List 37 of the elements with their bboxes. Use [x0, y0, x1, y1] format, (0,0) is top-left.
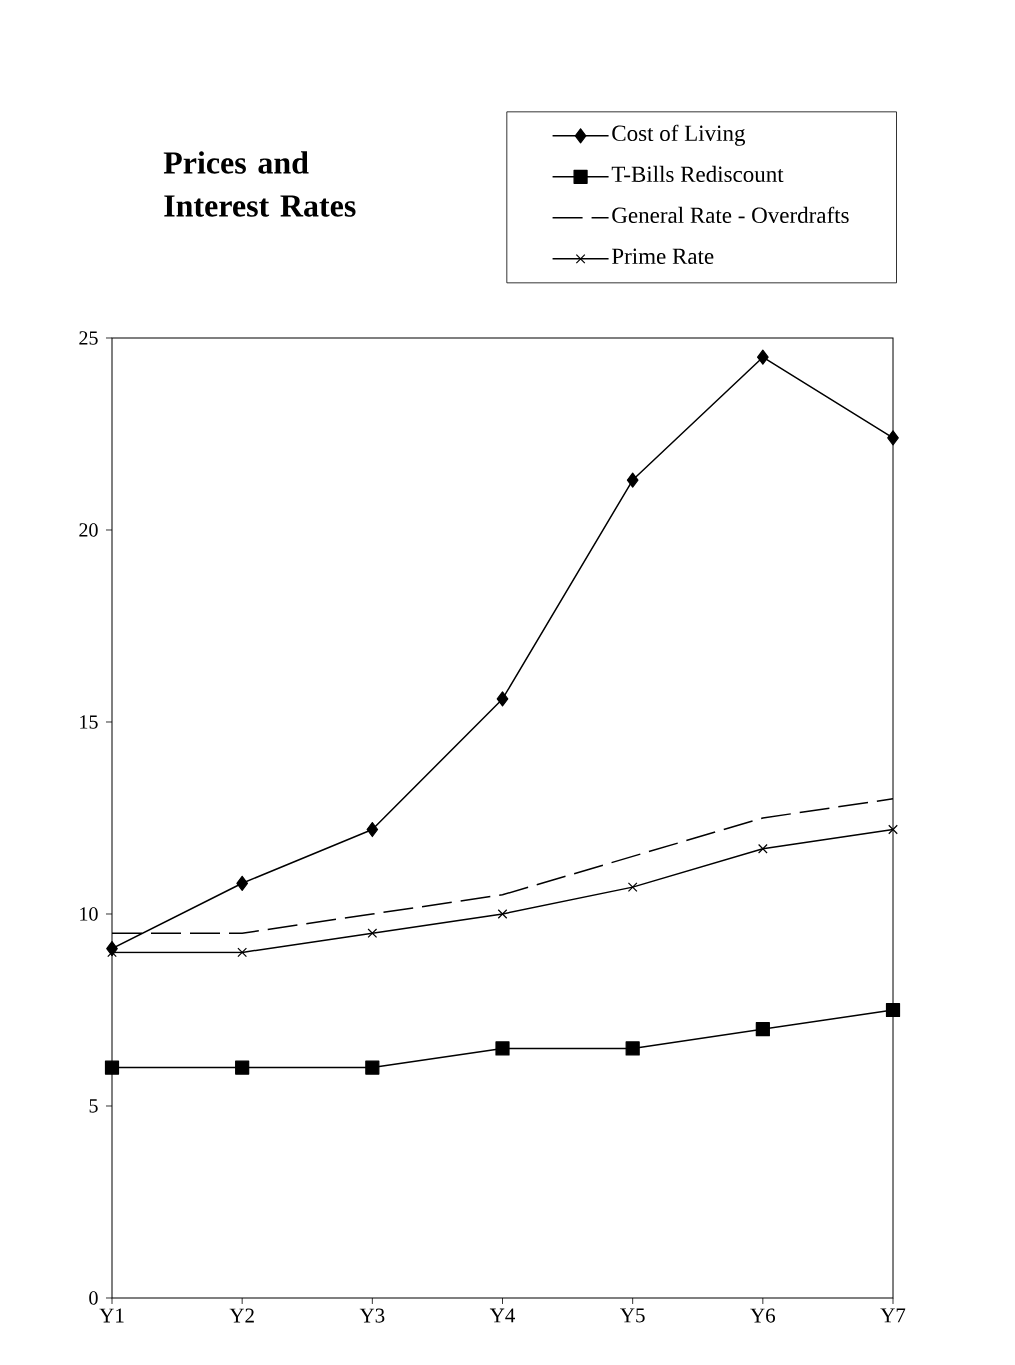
point: [366, 821, 379, 838]
point: [625, 1041, 640, 1056]
point: [626, 472, 639, 488]
legend-label: Prime Rate: [611, 248, 714, 265]
y-tick-label: 0: [89, 1291, 98, 1305]
legend-label: Cost of Living: [612, 124, 746, 146]
y-tick-label: 25: [79, 331, 98, 345]
point: [237, 947, 248, 958]
point: [888, 824, 898, 835]
y-tick-label: 10: [80, 907, 98, 921]
point: [365, 1060, 380, 1075]
point: [885, 1002, 901, 1018]
x-tick-label: Y3: [359, 1308, 385, 1323]
x-tick-label: Y4: [489, 1308, 516, 1323]
point: [496, 691, 509, 707]
x-tick-label: Y7: [880, 1308, 906, 1323]
y-tick-label: 20: [79, 523, 98, 537]
point: [887, 430, 899, 446]
point: [758, 843, 768, 854]
x-tick-label: Y2: [229, 1308, 254, 1323]
point: [627, 882, 638, 892]
point: [367, 928, 378, 939]
y-tick-label: 5: [89, 1099, 98, 1113]
point: [497, 909, 508, 919]
chart-title: Prices and Interest Rates: [163, 151, 356, 217]
point: [104, 1060, 120, 1075]
legend-label: T-Bills Rediscount: [611, 165, 784, 183]
point: [755, 1022, 770, 1037]
x-tick-label: Y1: [99, 1308, 124, 1323]
y-tick-label: 15: [80, 715, 98, 729]
x-tick-label: Y5: [620, 1308, 645, 1323]
point: [495, 1041, 510, 1056]
point: [236, 875, 249, 891]
point: [235, 1060, 250, 1075]
x-tick-label: Y6: [750, 1308, 776, 1323]
point: [756, 349, 769, 365]
legend-label: General Rate - Overdrafts: [612, 206, 849, 224]
